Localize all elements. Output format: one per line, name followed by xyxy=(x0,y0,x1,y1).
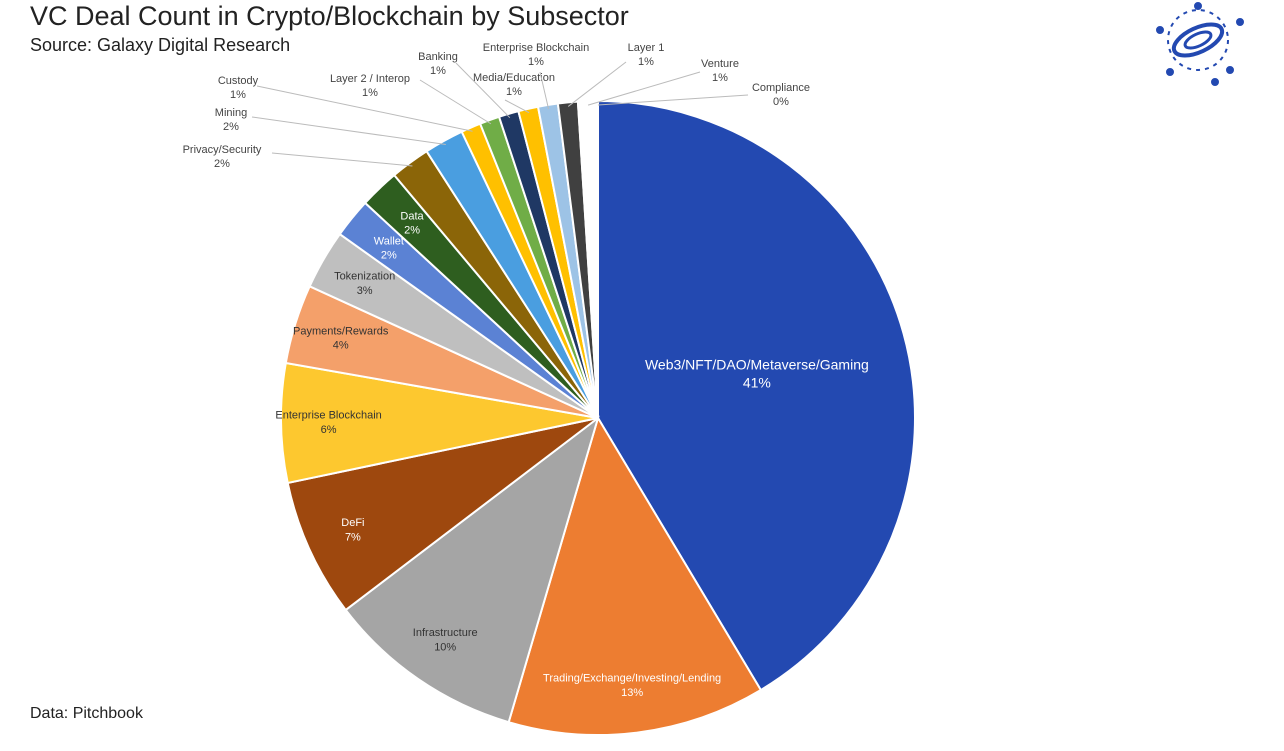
leader-line xyxy=(271,152,413,167)
slice-label: Infrastructure xyxy=(413,627,478,639)
slice-label: Layer 2 / Interop xyxy=(330,73,410,85)
slice-value-label: 4% xyxy=(333,340,349,352)
slice-label: DeFi xyxy=(341,517,364,529)
slice-value-label: 2% xyxy=(214,158,230,170)
slice-label: Media/Education xyxy=(473,72,555,84)
slice-value-label: 13% xyxy=(621,687,643,699)
leader-line xyxy=(256,85,473,132)
leader-line xyxy=(597,94,749,106)
slice-value-label: 1% xyxy=(506,86,522,98)
chart-subtitle: Source: Galaxy Digital Research xyxy=(30,35,290,55)
slice-value-label: 2% xyxy=(381,250,397,262)
slice-value-label: 1% xyxy=(230,89,246,101)
slice-value-label: 1% xyxy=(362,87,378,99)
pie-slice xyxy=(507,415,763,736)
leader-line xyxy=(567,61,627,107)
slice-label: Mining xyxy=(215,107,247,119)
leader-line xyxy=(504,99,530,114)
slice-value-label: 10% xyxy=(434,642,456,654)
slice-label: Layer 1 xyxy=(628,42,665,54)
slice-value-label: 7% xyxy=(345,532,361,544)
slice-value-label: 1% xyxy=(528,56,544,68)
slice-value-label: 3% xyxy=(357,285,373,297)
slice-label: Data xyxy=(400,210,424,222)
slice-value-label: 41% xyxy=(743,375,771,391)
leader-line xyxy=(539,71,550,110)
pie-slice xyxy=(280,361,599,485)
leader-line xyxy=(419,79,492,125)
pie-slice xyxy=(597,99,916,692)
slice-label: Banking xyxy=(418,51,458,63)
pie-slice xyxy=(344,415,600,724)
footnote: Data: Pitchbook xyxy=(30,705,144,722)
slice-value-label: 2% xyxy=(223,121,239,133)
slice-value-label: 1% xyxy=(430,65,446,77)
logo xyxy=(1156,2,1244,86)
slice-label: Compliance xyxy=(752,82,810,94)
slice-label: Enterprise Blockchain xyxy=(275,410,381,422)
slice-value-label: 2% xyxy=(404,225,420,237)
slice-value-label: 0% xyxy=(773,96,789,108)
slice-label: Payments/Rewards xyxy=(293,325,389,337)
leader-line xyxy=(455,62,511,119)
slice-label: Wallet xyxy=(374,235,404,247)
slice-value-label: 1% xyxy=(712,72,728,84)
slice-label: Tokenization xyxy=(334,271,395,283)
pie-slice xyxy=(286,417,599,612)
leader-line xyxy=(251,116,446,145)
slice-label: Privacy/Security xyxy=(183,144,262,156)
slice-label: Enterprise Blockchain xyxy=(483,42,589,54)
slice-value-label: 1% xyxy=(638,56,654,68)
chart-title: VC Deal Count in Crypto/Blockchain by Su… xyxy=(30,1,629,31)
slice-value-label: 6% xyxy=(321,424,337,436)
slice-label: Custody xyxy=(218,75,259,87)
leader-line xyxy=(587,71,701,106)
slice-label: Web3/NFT/DAO/Metaverse/Gaming xyxy=(645,356,869,372)
slice-label: Trading/Exchange/Investing/Lending xyxy=(543,673,721,685)
slice-label: Venture xyxy=(701,58,739,70)
